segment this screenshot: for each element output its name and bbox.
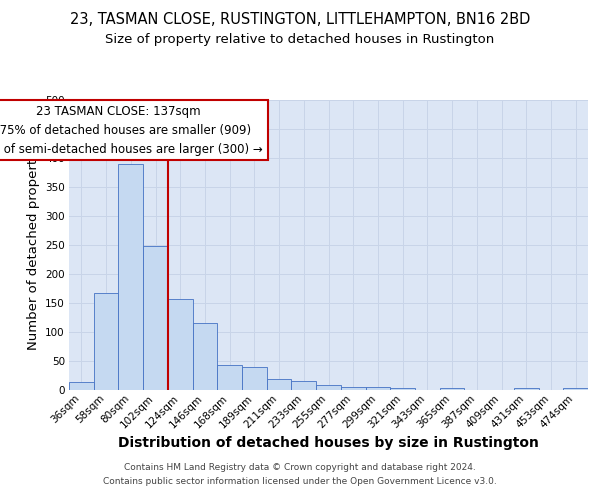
Text: Distribution of detached houses by size in Rustington: Distribution of detached houses by size … (118, 436, 539, 450)
Bar (316, 385, 341, 390)
Bar (143, 246, 168, 390)
Bar (292, 382, 316, 390)
Bar (118, 164, 143, 390)
Bar (168, 299, 193, 390)
Bar (341, 386, 365, 390)
Bar (365, 387, 390, 390)
Text: 23, TASMAN CLOSE, RUSTINGTON, LITTLEHAMPTON, BN16 2BD: 23, TASMAN CLOSE, RUSTINGTON, LITTLEHAMP… (70, 12, 530, 28)
Bar (193, 324, 217, 390)
Text: Contains public sector information licensed under the Open Government Licence v3: Contains public sector information licen… (103, 477, 497, 486)
Bar (563, 388, 588, 390)
Bar (94, 293, 118, 390)
Text: Contains HM Land Registry data © Crown copyright and database right 2024.: Contains HM Land Registry data © Crown c… (124, 464, 476, 472)
Y-axis label: Number of detached properties: Number of detached properties (26, 140, 40, 350)
Bar (440, 388, 464, 390)
Bar (242, 368, 267, 390)
Bar (267, 379, 292, 390)
Text: Size of property relative to detached houses in Rustington: Size of property relative to detached ho… (106, 32, 494, 46)
Bar (390, 388, 415, 390)
Bar (69, 382, 94, 390)
Text: 23 TASMAN CLOSE: 137sqm
← 75% of detached houses are smaller (909)
25% of semi-d: 23 TASMAN CLOSE: 137sqm ← 75% of detache… (0, 104, 263, 156)
Bar (217, 365, 242, 390)
Bar (514, 388, 539, 390)
